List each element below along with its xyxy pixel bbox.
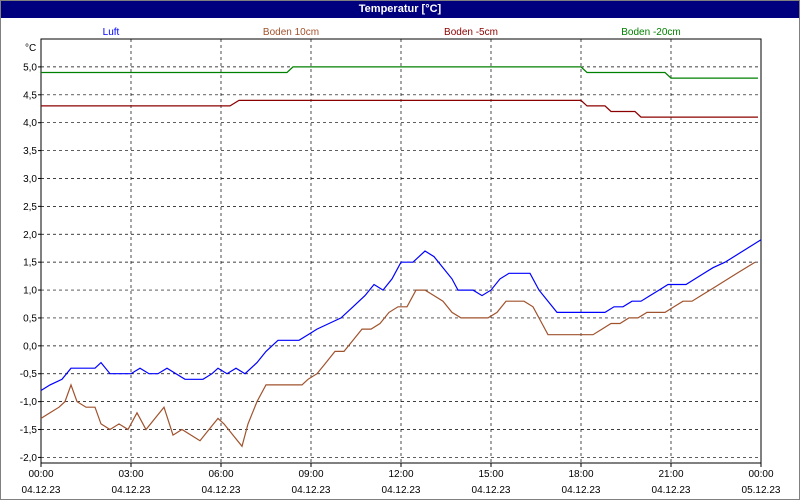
- y-tick-label: -0,5: [20, 369, 38, 380]
- x-tick-time-label: 00:00: [748, 469, 773, 480]
- y-tick-label: 2,5: [23, 202, 37, 213]
- series-line-boden-10cm: [40, 261, 756, 448]
- series-line-luft: [40, 239, 762, 392]
- x-tick-date-label: 04.12.23: [112, 485, 151, 496]
- x-tick-date-label: 04.12.23: [382, 485, 421, 496]
- y-tick-label: -1,0: [20, 397, 38, 408]
- x-tick-time-label: 18:00: [568, 469, 593, 480]
- series-line-boden-5cm: [41, 99, 758, 118]
- y-tick-label: 4,0: [23, 118, 37, 129]
- series-line-boden-20cm: [41, 66, 758, 79]
- x-tick-time-label: 06:00: [208, 469, 233, 480]
- x-tick-date-label: 04.12.23: [652, 485, 691, 496]
- y-tick-label: 5,0: [23, 62, 37, 73]
- y-tick-label: 4,5: [23, 90, 37, 101]
- x-tick-date-label: 05.12.23: [742, 485, 781, 496]
- x-tick-time-label: 15:00: [478, 469, 503, 480]
- legend-entry-boden-10cm: Boden 10cm: [263, 27, 319, 38]
- x-tick-date-label: 04.12.23: [22, 485, 61, 496]
- x-tick-time-label: 12:00: [388, 469, 413, 480]
- series-layer: [40, 66, 762, 448]
- y-tick-label: 0,5: [23, 313, 37, 324]
- legend: Luft Boden 10cm Boden -5cm Boden -20cm: [103, 27, 681, 38]
- y-tick-label: -2,0: [20, 453, 38, 464]
- legend-entry-boden-5cm: Boden -5cm: [444, 27, 498, 38]
- y-tick-label: 3,5: [23, 146, 37, 157]
- y-tick-label: -1,5: [20, 425, 38, 436]
- y-tick-label: 2,0: [23, 230, 37, 241]
- legend-entry-boden-20cm: Boden -20cm: [621, 27, 680, 38]
- x-tick-time-label: 00:00: [28, 469, 53, 480]
- x-tick-date-label: 04.12.23: [472, 485, 511, 496]
- x-tick-time-label: 21:00: [658, 469, 683, 480]
- x-tick-time-label: 03:00: [118, 469, 143, 480]
- y-tick-label: 1,0: [23, 286, 37, 297]
- legend-entry-luft: Luft: [103, 27, 120, 38]
- chart-title: Temperatur [°C]: [1, 1, 799, 18]
- y-axis-unit: °C: [25, 43, 36, 54]
- x-tick-time-label: 09:00: [298, 469, 323, 480]
- axis-layer: °C 5,0 4,5 4,0 3,5 3,0 2,5 2,0 1,5 1,0 0,5 0,0 -0,5…: [20, 38, 781, 496]
- x-tick-date-label: 04.12.23: [562, 485, 601, 496]
- x-tick-date-label: 04.12.23: [292, 485, 331, 496]
- y-tick-label: 3,0: [23, 174, 37, 185]
- grid-layer: [40, 39, 762, 463]
- y-tick-label: 0,0: [23, 341, 37, 352]
- x-tick-date-label: 04.12.23: [202, 485, 241, 496]
- y-tick-label: 1,5: [23, 258, 37, 269]
